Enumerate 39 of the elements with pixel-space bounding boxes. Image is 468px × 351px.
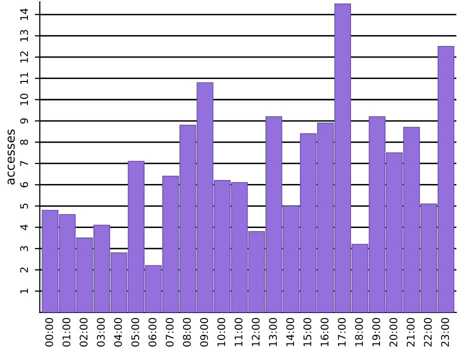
x-tick-label: 00:00 bbox=[45, 318, 54, 347]
x-tick-label: 05:00 bbox=[131, 318, 140, 347]
x-tick-label: 09:00 bbox=[200, 318, 208, 347]
x-tick-label: 08:00 bbox=[182, 318, 191, 347]
x-tick-label: 11:00 bbox=[234, 318, 242, 346]
y-tick-label: 6 bbox=[20, 182, 28, 188]
y-tick-label: 1 bbox=[20, 288, 28, 294]
y-tick-label: 8 bbox=[20, 140, 28, 145]
y-tick-label: 14 bbox=[20, 8, 28, 20]
x-tick-label: 15:00 bbox=[303, 318, 312, 346]
x-tick-label: 07:00 bbox=[166, 318, 174, 347]
x-tick-label: 19:00 bbox=[372, 318, 380, 346]
x-tick-label: 02:00 bbox=[80, 318, 88, 347]
y-tick-label: 7 bbox=[20, 161, 28, 166]
y-tick-label: 9 bbox=[20, 118, 28, 124]
x-tick-label: 21:00 bbox=[406, 318, 415, 347]
y-tick-label: 2 bbox=[20, 268, 28, 272]
y-tick-label: 13 bbox=[20, 30, 28, 42]
x-tick-label: 13:00 bbox=[269, 318, 277, 346]
x-tick-label: 14:00 bbox=[286, 318, 294, 346]
x-tick-label: 06:00 bbox=[148, 318, 156, 347]
y-tick-label: 5 bbox=[20, 204, 28, 209]
y-axis-title: accesses bbox=[8, 130, 15, 184]
x-tick-label: 16:00 bbox=[320, 318, 329, 346]
x-tick-label: 12:00 bbox=[252, 318, 260, 346]
x-tick-label: 23:00 bbox=[441, 318, 449, 347]
x-tick-label: 04:00 bbox=[114, 318, 122, 347]
y-tick-label: 12 bbox=[20, 51, 28, 63]
x-tick-label: 10:00 bbox=[217, 318, 226, 346]
x-tick-label: 20:00 bbox=[389, 318, 398, 347]
y-tick-label: 10 bbox=[20, 94, 28, 106]
x-tick-label: 03:00 bbox=[96, 318, 105, 347]
x-tick-label: 17:00 bbox=[338, 318, 346, 346]
y-tick-label: 3 bbox=[20, 246, 28, 252]
y-tick-label: 4 bbox=[20, 224, 28, 230]
y-tick-label: 11 bbox=[20, 72, 28, 84]
x-tick-label: 22:00 bbox=[424, 318, 432, 347]
x-tick-label: 18:00 bbox=[355, 318, 363, 346]
x-tick-label: 01:00 bbox=[62, 318, 70, 347]
